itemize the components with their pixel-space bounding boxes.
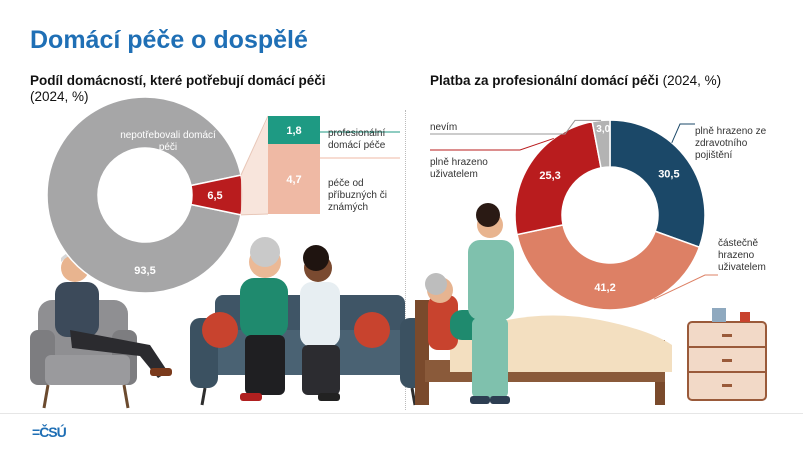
donut2-value-label-2: 25,3 — [539, 170, 560, 182]
older-woman-illustration — [240, 237, 288, 401]
breakdown-value-pribuznych: 4,7 — [286, 174, 301, 186]
leader-plne-uzivatelem — [430, 137, 554, 151]
bed-illustration — [415, 295, 672, 405]
nightstand-illustration — [687, 308, 767, 401]
donut-chart-household-care: 93,5 6,5 1,8 4,7 — [46, 96, 400, 294]
legend-profesionalni: profesionální domácí péče — [328, 128, 386, 151]
leader-nevim — [430, 119, 602, 135]
panel-divider — [405, 110, 406, 410]
page-title: Domácí péče o dospělé — [30, 26, 308, 54]
leader-castecne — [653, 274, 718, 300]
breakdown-bar-pribuznych — [268, 144, 320, 214]
left-panel-title-rest: (2024, %) — [30, 89, 89, 104]
legend-castecne: částečně hrazeno uživatelem — [718, 238, 766, 273]
donut2-slice-0 — [609, 119, 706, 249]
donut1-value-label-0: 93,5 — [134, 265, 155, 277]
connector-line-bottom — [240, 213, 269, 216]
right-panel-title-rest: (2024, %) — [662, 73, 722, 88]
footer: =ČSÚ — [0, 413, 803, 453]
doctor-illustration — [300, 245, 340, 401]
left-panel-title-bold: Podíl domácností, které potřebují domácí… — [30, 73, 326, 88]
donut2-value-label-0: 30,5 — [658, 169, 679, 181]
legend-plne-pojisteni: plně hrazeno ze zdravotního pojištění — [695, 126, 767, 161]
donut2-value-label-3: 3,0 — [596, 124, 610, 135]
donut1-slice-0 — [46, 96, 242, 294]
logo-lines: = — [32, 424, 40, 440]
breakdown-connector — [240, 117, 268, 215]
donut-chart-care-payment: 30,5 41,2 25,3 3,0 — [430, 119, 718, 311]
donut2-slice-2 — [514, 120, 602, 236]
donut2-slice-1 — [516, 223, 701, 311]
legend-plne-uzivatelem: plně hrazeno uživatelem — [430, 157, 488, 180]
breakdown-value-profesionalni: 1,8 — [286, 125, 301, 137]
connector-line-top — [240, 115, 269, 176]
right-panel-title-bold: Platba za profesionální domácí péči — [430, 73, 659, 88]
nurse-illustration — [468, 203, 514, 404]
logo-text: ČSÚ — [39, 424, 67, 440]
donut1-value-label-1: 6,5 — [207, 190, 222, 202]
right-panel-title: Platba za profesionální domácí péči (202… — [430, 73, 790, 89]
donut2-value-label-1: 41,2 — [594, 282, 615, 294]
legend-pribuznych: péče od příbuzných či známých — [328, 178, 387, 213]
breakdown-bar-profesionalni — [268, 116, 320, 144]
left-panel-title: Podíl domácností, které potřebují domácí… — [30, 73, 380, 105]
leader-plne-pojisteni — [671, 123, 695, 144]
slice-label-nepotrebovali: nepotřebovali domácí péči — [120, 130, 216, 153]
legend-nevim: nevím — [430, 122, 458, 133]
csu-logo: =ČSÚ — [32, 424, 67, 440]
